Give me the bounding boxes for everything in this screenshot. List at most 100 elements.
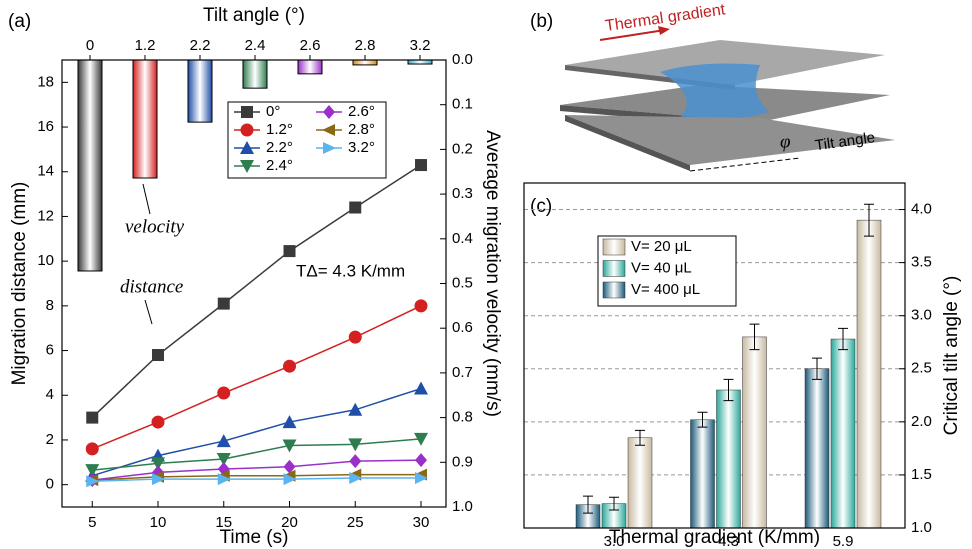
top-tick-label: 2.8: [355, 37, 376, 54]
marker: [282, 439, 297, 453]
marker: [349, 471, 363, 484]
velocity-bar: [77, 59, 103, 272]
x-tick-label: 10: [150, 514, 167, 531]
marker: [151, 457, 165, 471]
y-axis-label: Migration distance (mm): [9, 182, 30, 386]
droplet: [660, 63, 770, 121]
x-tick-label: 20: [281, 514, 298, 531]
annotation: velocity: [125, 216, 185, 237]
velocity-bar: [297, 59, 323, 75]
y-tick-label: 18: [37, 73, 54, 90]
y2-tick-label: 0.0: [452, 51, 473, 68]
annotation-arrow: [142, 183, 151, 215]
series-line: [92, 459, 422, 481]
error-bar: [749, 323, 760, 351]
y-tick-label: 3.0: [911, 307, 932, 324]
x-axis-label: Time (s): [220, 527, 289, 548]
y-tick-label: 10: [37, 252, 54, 269]
bar: [742, 336, 767, 529]
marker: [152, 349, 164, 362]
y-tick-label: 2.5: [911, 360, 932, 377]
panel-label: (a): [8, 11, 31, 32]
marker: [414, 432, 429, 446]
marker: [216, 452, 231, 466]
error-bar: [838, 327, 848, 351]
marker: [323, 142, 336, 154]
top-plate: [565, 40, 885, 85]
velocity-bar: [132, 59, 158, 179]
legend-label: 0°: [266, 103, 280, 120]
marker: [323, 105, 335, 119]
x-tick-label: 25: [347, 514, 364, 531]
y2-tick-label: 0.8: [452, 409, 473, 426]
series-line: [92, 387, 422, 477]
marker: [283, 245, 296, 258]
y2-tick-label: 0.3: [452, 185, 473, 202]
velocity-bar: [242, 59, 268, 89]
marker: [216, 434, 231, 448]
x-tick-label: 15: [215, 514, 232, 531]
legend-swatch: [602, 238, 626, 256]
error-bar: [723, 378, 734, 402]
top-tick-label: 2.6: [300, 37, 321, 54]
y2-tick-label: 0.4: [452, 230, 473, 247]
legend-label: V= 40 μL: [631, 259, 692, 276]
y2-tick-label: 0.5: [452, 274, 473, 291]
legend-label: 2.4°: [266, 157, 293, 174]
diagram-b: (b) Thermal gradient φ Tilt angle: [530, 1, 895, 172]
legend-swatch: [602, 260, 626, 277]
error-bar: [864, 203, 874, 237]
marker: [217, 297, 230, 310]
series-line: [92, 473, 422, 481]
x-tick-label: 5.9: [833, 533, 854, 549]
legend-label: 2.8°: [348, 121, 375, 138]
error-bar: [583, 495, 593, 514]
plate-edge: [565, 115, 690, 171]
y-tick-label: 6: [46, 342, 54, 359]
y2-tick-label: 0.1: [452, 96, 473, 113]
annotation: distance: [120, 276, 183, 297]
marker: [240, 160, 254, 173]
legend-label: 2.6°: [348, 103, 375, 120]
legend-swatch: [602, 281, 626, 299]
legend-label: 1.2°: [266, 121, 293, 138]
marker: [152, 473, 165, 486]
error-bar: [812, 357, 822, 380]
angle-symbol: φ: [780, 131, 791, 152]
marker: [415, 159, 428, 172]
bar: [804, 368, 830, 529]
y-tick-label: 16: [37, 118, 54, 135]
marker: [86, 475, 100, 488]
y2-axis-label: Average migration velocity (mm/s): [482, 130, 503, 417]
top-tick-label: 0: [86, 37, 94, 54]
marker: [349, 454, 362, 469]
y-tick-label: 4.0: [911, 201, 932, 218]
y-axis-label: Critical tilt angle (°): [941, 276, 962, 436]
y-tick-label: 2: [46, 431, 54, 448]
y-tick-label: 8: [46, 297, 54, 314]
marker: [283, 459, 296, 474]
marker: [414, 299, 428, 313]
top-tick-label: 1.2: [135, 37, 156, 54]
x-tick-label: 4.3: [718, 533, 739, 549]
marker: [349, 201, 362, 214]
marker: [414, 381, 429, 395]
annotation: TΔ= 4.3 K/mm: [296, 261, 405, 280]
y-tick-label: 4: [46, 386, 54, 403]
marker: [282, 415, 297, 429]
arrow: [599, 29, 666, 41]
bar: [690, 419, 715, 529]
legend-label: V= 400 μL: [631, 281, 700, 298]
marker: [322, 124, 335, 136]
velocity-bar: [187, 59, 213, 123]
annotation-arrow: [144, 299, 153, 325]
tilted-plate: [565, 115, 895, 165]
y-tick-label: 12: [37, 207, 54, 224]
y2-tick-label: 1.0: [452, 498, 473, 515]
marker: [283, 473, 297, 486]
marker: [240, 141, 254, 154]
y-tick-label: 2.0: [911, 413, 932, 430]
marker: [217, 473, 231, 486]
marker: [348, 438, 363, 452]
